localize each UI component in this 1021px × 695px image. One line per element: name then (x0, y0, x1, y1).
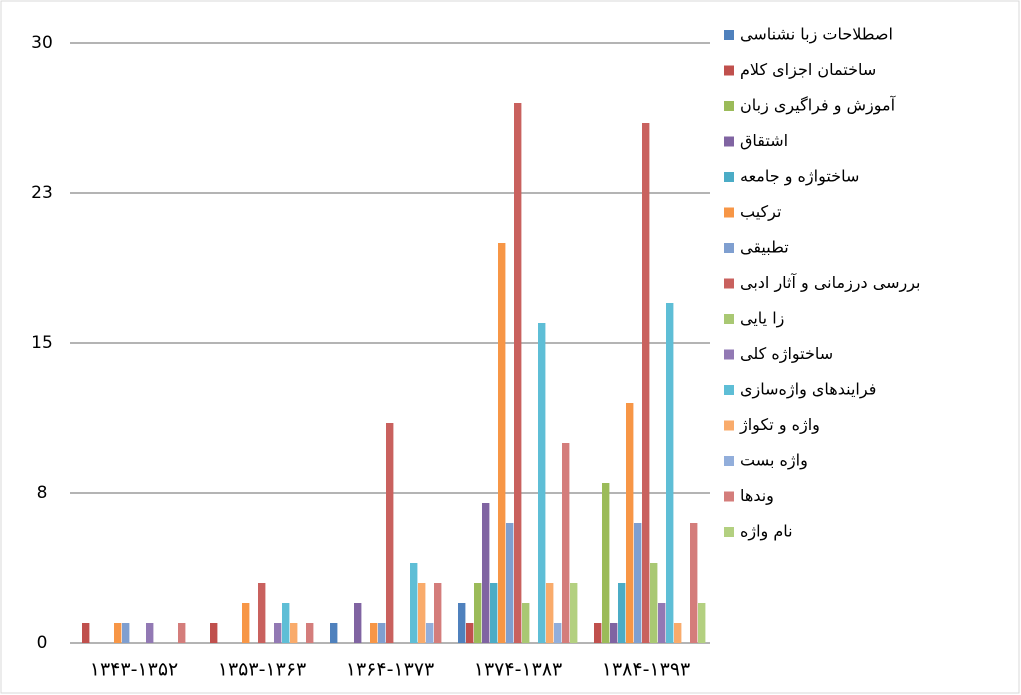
legend-swatch (724, 491, 734, 502)
x-tick-label: ۱۳۸۴-۱۳۹۳ (602, 659, 691, 681)
bar (514, 103, 522, 643)
bar (490, 583, 498, 643)
bar (562, 443, 570, 643)
bar (258, 583, 266, 643)
legend-swatch (724, 136, 734, 147)
bar (610, 623, 618, 643)
legend-label: تطبیقی (740, 238, 789, 257)
legend-label: ساختمان اجزای کلام (740, 60, 876, 80)
y-tick-label: 8 (37, 483, 48, 503)
y-tick-label: 30 (31, 33, 53, 53)
legend-label: زا یایی (740, 309, 784, 329)
bar (570, 583, 578, 643)
legend-label: آموزش و فراگیری زبان (740, 96, 897, 116)
bar (306, 623, 314, 643)
legend-label: ساختواژه کلی (740, 344, 833, 364)
legend-label: واژه و تکواژ (739, 415, 820, 435)
bar (522, 603, 530, 643)
bar (354, 603, 362, 643)
x-tick-label: ۱۳۷۴-۱۳۸۳ (474, 659, 563, 681)
legend-swatch (724, 527, 734, 537)
bar (210, 623, 218, 643)
bar (290, 623, 298, 643)
bar (474, 583, 482, 643)
bar (426, 623, 434, 643)
bar (658, 603, 666, 643)
legend-swatch (724, 456, 734, 466)
bar (482, 503, 490, 643)
bar (330, 623, 338, 643)
legend-swatch (724, 101, 734, 111)
bar (282, 603, 290, 643)
bar (602, 483, 610, 643)
legend-swatch (724, 314, 734, 324)
legend-label: اشتقاق (740, 131, 788, 150)
legend-label: فرایندهای واژه‌سازی (740, 380, 876, 400)
bar (634, 523, 642, 643)
bar (594, 623, 602, 643)
legend-label: واژه بست (740, 451, 808, 471)
y-tick-label: 23 (31, 183, 53, 203)
x-tick-label: ۱۳۴۳-۱۳۵۲ (90, 659, 179, 681)
bar (698, 603, 706, 643)
bar (642, 123, 650, 643)
legend-swatch (724, 420, 734, 431)
bar (618, 583, 626, 643)
legend-label: وندها (740, 486, 774, 506)
bar (418, 583, 426, 643)
y-tick-label: 15 (31, 333, 53, 353)
x-tick-label: ۱۳۵۳-۱۳۶۳ (218, 659, 307, 681)
bar (498, 243, 506, 643)
bar (546, 583, 554, 643)
bar (146, 623, 154, 643)
legend-swatch (724, 65, 734, 76)
bar (370, 623, 378, 643)
bar (466, 623, 474, 643)
bar (666, 303, 674, 643)
bar (554, 623, 562, 643)
legend-label: اصطلاحات زبا نشناسی (740, 25, 893, 45)
bar (274, 623, 282, 643)
bar (690, 523, 698, 643)
bar (458, 603, 466, 643)
bar (538, 323, 546, 643)
bar (506, 523, 514, 643)
legend-swatch (724, 385, 734, 395)
bar (378, 623, 386, 643)
legend-label: ترکیب (740, 202, 781, 222)
bar (386, 423, 394, 643)
legend-label: بررسی درزمانی و آثار ادبی (740, 273, 921, 293)
legend-swatch (724, 278, 734, 289)
bar (434, 583, 442, 643)
legend-label: ساختواژه و جامعه (740, 167, 859, 187)
legend-swatch (724, 30, 734, 40)
legend-swatch (724, 172, 734, 182)
y-tick-label: 0 (37, 633, 48, 653)
legend-swatch (724, 349, 734, 360)
bar (242, 603, 250, 643)
bar (650, 563, 658, 643)
bar (626, 403, 634, 643)
bar (410, 563, 418, 643)
x-tick-label: ۱۳۶۴-۱۳۷۳ (346, 659, 435, 681)
legend-swatch (724, 243, 734, 253)
legend-swatch (724, 207, 734, 218)
bar (178, 623, 186, 643)
bar (122, 623, 130, 643)
bar (674, 623, 682, 643)
bar (114, 623, 122, 643)
legend-label: نام واژه (740, 522, 793, 542)
bar (82, 623, 90, 643)
